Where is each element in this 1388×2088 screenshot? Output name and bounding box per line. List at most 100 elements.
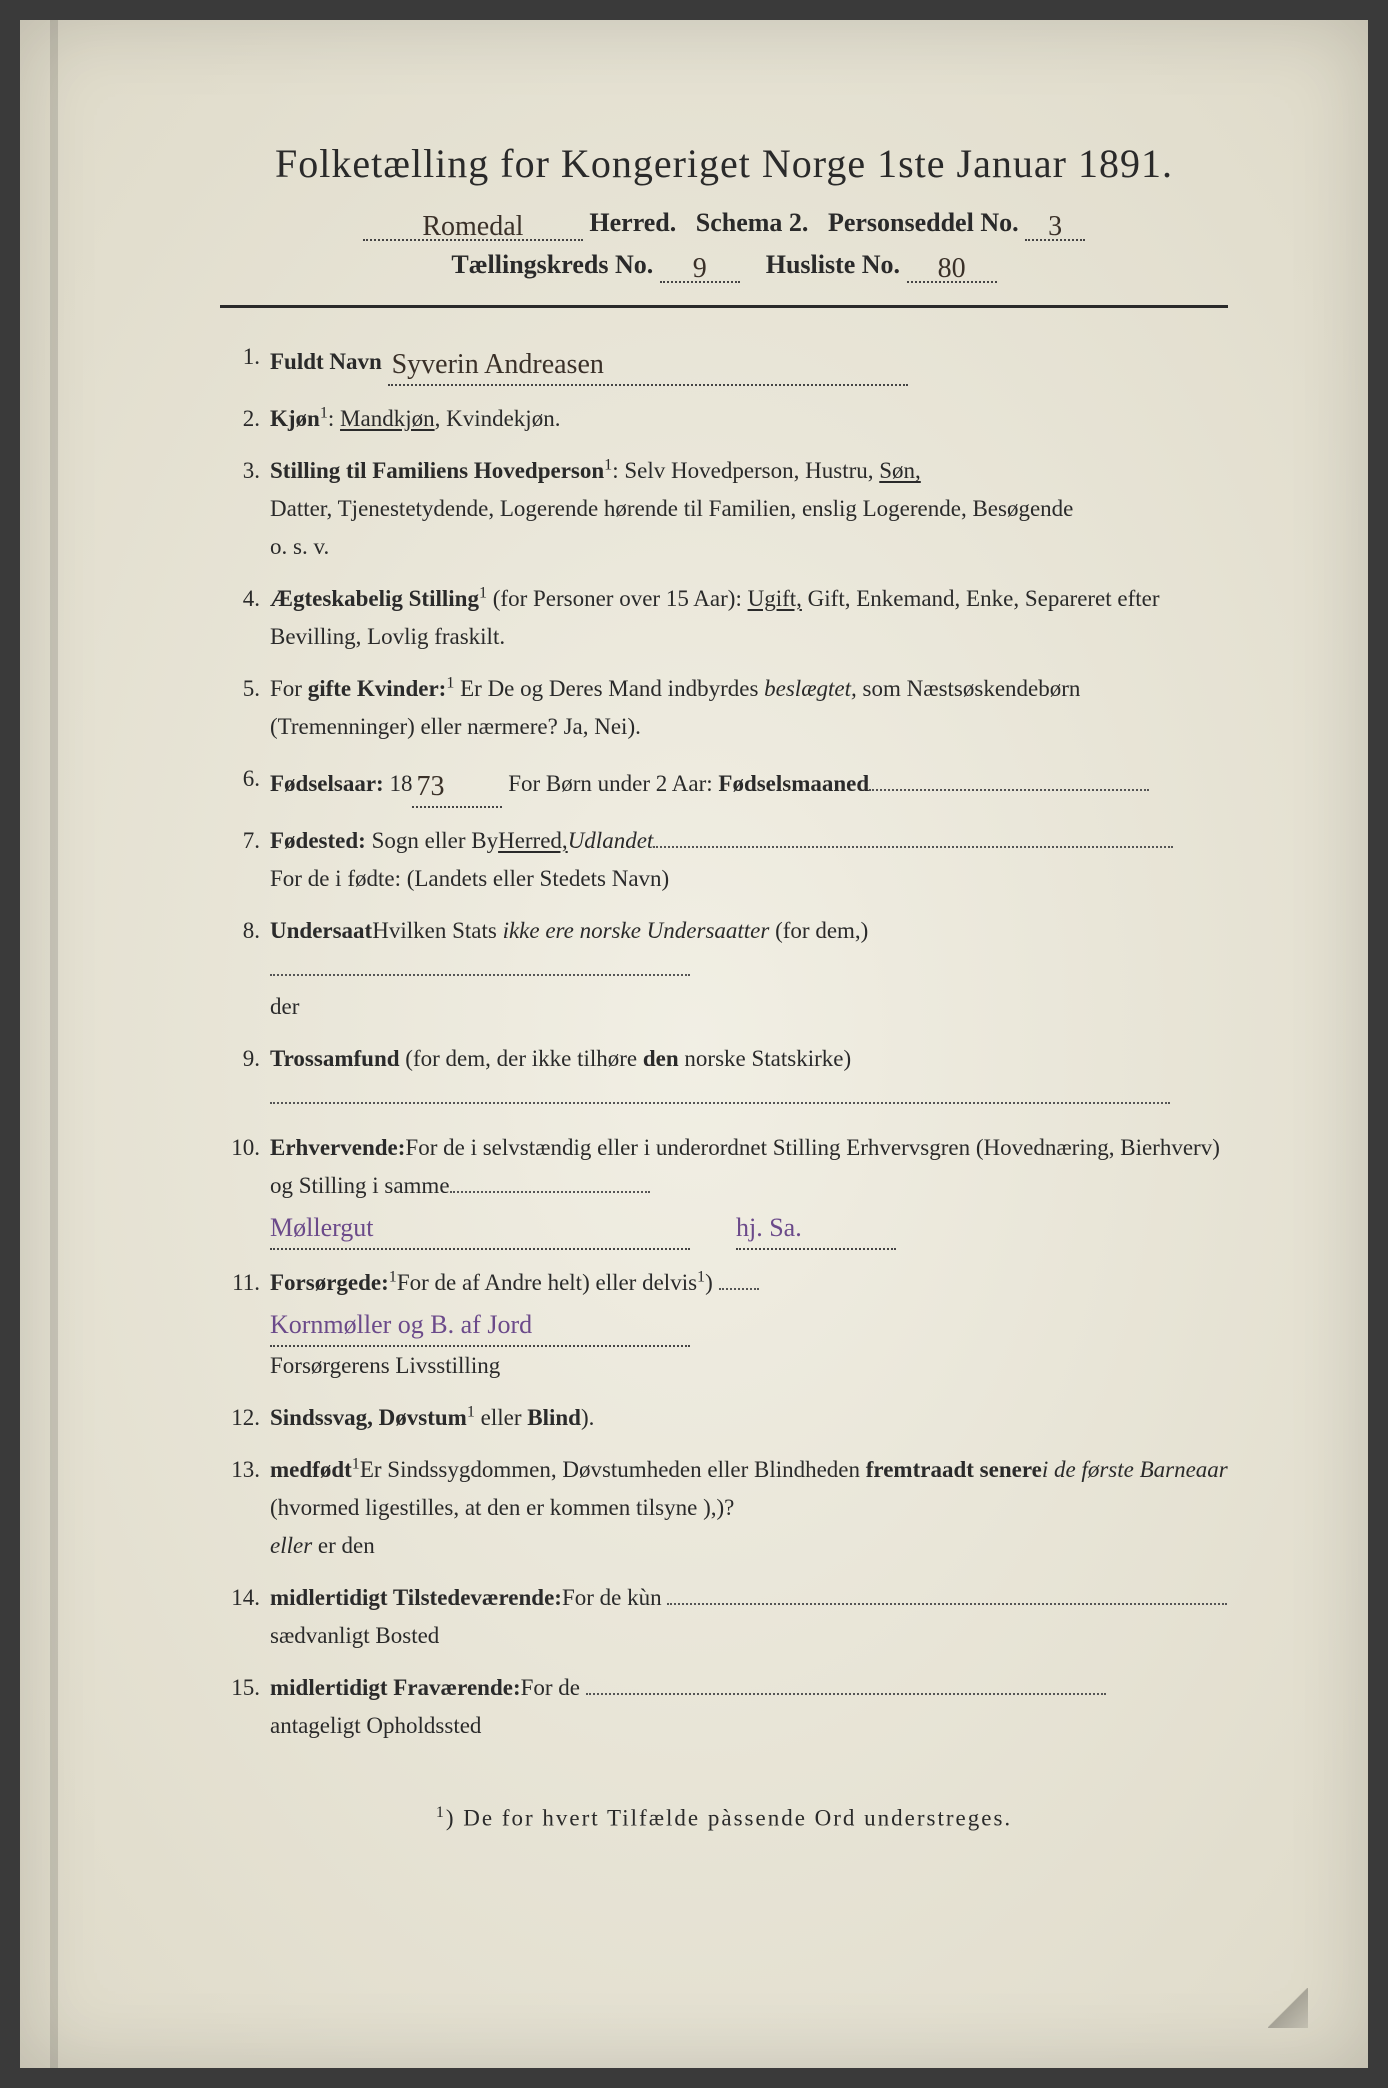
item-number: 9. (220, 1040, 260, 1078)
item-label: Fødselsaar: (270, 771, 384, 796)
tail-text: ) (861, 918, 869, 943)
personseddel-label: Personseddel No. (828, 208, 1019, 237)
form-item-11: 11.Forsørgede:1For de af Andre helt) ell… (220, 1264, 1228, 1385)
dotted-field: Møllergut (270, 1205, 690, 1250)
item-number: 11. (220, 1264, 260, 1302)
item-body: Ægteskabelig Stilling1 (for Personer ove… (270, 580, 1228, 656)
item-label: Ægteskabelig Stilling (270, 586, 479, 611)
item-label: Trossamfund (270, 1046, 400, 1071)
item-body: Fødested: Sogn eller ByHerred,UdlandetFo… (270, 822, 1228, 898)
cont-italic: eller (270, 1533, 312, 1558)
rest-text: ) (705, 1270, 718, 1295)
tail-text: )? (717, 1495, 735, 1520)
item-body: Erhvervende:For de i selvstændig eller i… (270, 1129, 1228, 1250)
cont2-text: fødte: (Landets eller Stedets Navn) (347, 866, 669, 891)
item-label: Erhvervende: (270, 1135, 405, 1160)
item-text: : Selv Hovedperson, Hustru, (612, 458, 879, 483)
page-title: Folketælling for Kongeriget Norge 1ste J… (220, 140, 1228, 187)
husliste-label: Husliste No. (766, 250, 900, 279)
dotted-fill (586, 1674, 1106, 1695)
form-item-14: 14.midlertidigt Tilstedeværende:For de k… (220, 1579, 1228, 1655)
item-text: (for dem, der ikke tilhøre (400, 1046, 643, 1071)
italic-text: beslægtet, (764, 676, 857, 701)
item-text: Hvilken Stats (372, 918, 502, 943)
dotted-fill (869, 770, 1149, 791)
item-body: Fuldt Navn Syverin Andreasen (270, 338, 1228, 386)
purple-line: Møllergut hj. Sa. (270, 1205, 1228, 1250)
footnote: 1) De for hvert Tilfælde pàssende Ord un… (220, 1804, 1228, 1832)
item-body: Sindssvag, Døvstum1 eller Blind). (270, 1399, 1228, 1437)
form-item-3: 3. Stilling til Familiens Hovedperson1: S… (220, 452, 1228, 566)
item-label: gifte Kvinder: (308, 676, 447, 701)
item-body: Kjøn1: Mandkjøn, Kvindekjøn. (270, 400, 1228, 438)
item-label: medfødt (270, 1457, 352, 1482)
header-line-2: Tællingskreds No. 9 Husliste No. 80 (220, 249, 1228, 283)
rest-text: (for dem, (769, 918, 860, 943)
dotted-fill (719, 1270, 759, 1291)
purple-line: Kornmøller og B. af Jord (270, 1302, 1228, 1347)
kreds-label: Tællingskreds No. (451, 250, 653, 279)
rest-text-2: ), (703, 1495, 716, 1520)
form-item-15: 15.midlertidigt Fraværende:For de antage… (220, 1669, 1228, 1745)
form-item-1: 1. Fuldt Navn Syverin Andreasen (220, 338, 1228, 386)
item-body: medfødt1Er Sindssygdommen, Døvstumheden … (270, 1451, 1228, 1565)
form-items: 1. Fuldt Navn Syverin Andreasen 2. Kjøn1: M… (220, 338, 1228, 1744)
handwritten-value: Syverin Andreasen (388, 349, 608, 380)
sup-mark: 1 (320, 405, 328, 422)
underlined-option: Mandkjøn (340, 406, 435, 431)
schema-label: Schema 2. (696, 208, 809, 237)
item-number: 7. (220, 822, 260, 860)
sup-mark: 1 (389, 1269, 397, 1286)
item-label-2: fremtraadt senere (866, 1457, 1042, 1482)
item-number: 1. (220, 338, 260, 376)
cont-text: For de i (270, 866, 347, 891)
item-body: Stilling til Familiens Hovedperson1: Sel… (270, 452, 1228, 566)
item-number: 2. (220, 400, 260, 438)
handwritten-field: 73 (412, 760, 502, 808)
item-number: 14. (220, 1579, 260, 1617)
rest-text: norske Statskirke) (679, 1046, 851, 1071)
form-item-12: 12. Sindssvag, Døvstum1 eller Blind). (220, 1399, 1228, 1437)
tail-text: ). (627, 714, 640, 739)
item-number: 12. (220, 1399, 260, 1437)
item-text: Er Sindssygdommen, Døvstumheden eller Bl… (360, 1457, 866, 1482)
item-text: Er De og Deres Mand indbyrdes (454, 676, 764, 701)
underlined-option: Herred, (498, 828, 568, 853)
husliste-value: 80 (934, 253, 970, 284)
pre-text: For (270, 676, 308, 701)
item-label: Forsørgede: (270, 1270, 389, 1295)
handwritten-value: 73 (412, 771, 448, 802)
item-label: Undersaat (270, 918, 372, 943)
item-text: (for Personer over 15 Aar): (487, 586, 748, 611)
personseddel-value: 3 (1044, 211, 1066, 242)
form-item-8: 8.UndersaatHvilken Stats ikke ere norske… (220, 912, 1228, 1026)
cont-text: Datter, Tjenestetydende, Logerende høren… (270, 496, 1073, 521)
form-item-13: 13.medfødt1Er Sindssygdommen, Døvstumhed… (220, 1451, 1228, 1565)
item-label: Fuldt Navn (270, 349, 382, 374)
census-form-page: Folketælling for Kongeriget Norge 1ste J… (20, 20, 1368, 2068)
italic-text: Udlandet (568, 828, 654, 853)
item-label: Fødested: (270, 828, 366, 853)
item-number: 3. (220, 452, 260, 490)
dotted-fill (450, 1173, 650, 1194)
dotted-field: Kornmøller og B. af Jord (270, 1302, 690, 1347)
form-item-4: 4. Ægteskabelig Stilling1 (for Personer o… (220, 580, 1228, 656)
dotted-fill (270, 955, 690, 976)
cont-text: antageligt Opholdssted (270, 1713, 481, 1738)
handwritten-field: Syverin Andreasen (388, 338, 908, 386)
item-number: 4. (220, 580, 260, 618)
underlined-option: Søn, (879, 458, 921, 483)
handwritten-purple: Møllergut (270, 1213, 374, 1242)
form-item-2: 2. Kjøn1: Mandkjøn, Kvindekjøn. (220, 400, 1228, 438)
item-body: Fødselsaar: 1873 For Børn under 2 Aar: F… (270, 760, 1228, 808)
handwritten-purple: Kornmøller og B. af Jord (270, 1310, 532, 1339)
tail-text: ). (581, 1405, 594, 1430)
kreds-value: 9 (689, 253, 711, 284)
item-number: 8. (220, 912, 260, 950)
item-label: Kjøn (270, 406, 320, 431)
item-body: Trossamfund (for dem, der ikke tilhøre d… (270, 1040, 1228, 1116)
item-number: 6. (220, 760, 260, 798)
item-number: 5. (220, 670, 260, 708)
item-text: For de (521, 1675, 586, 1700)
sup-mark: 1 (604, 456, 612, 473)
